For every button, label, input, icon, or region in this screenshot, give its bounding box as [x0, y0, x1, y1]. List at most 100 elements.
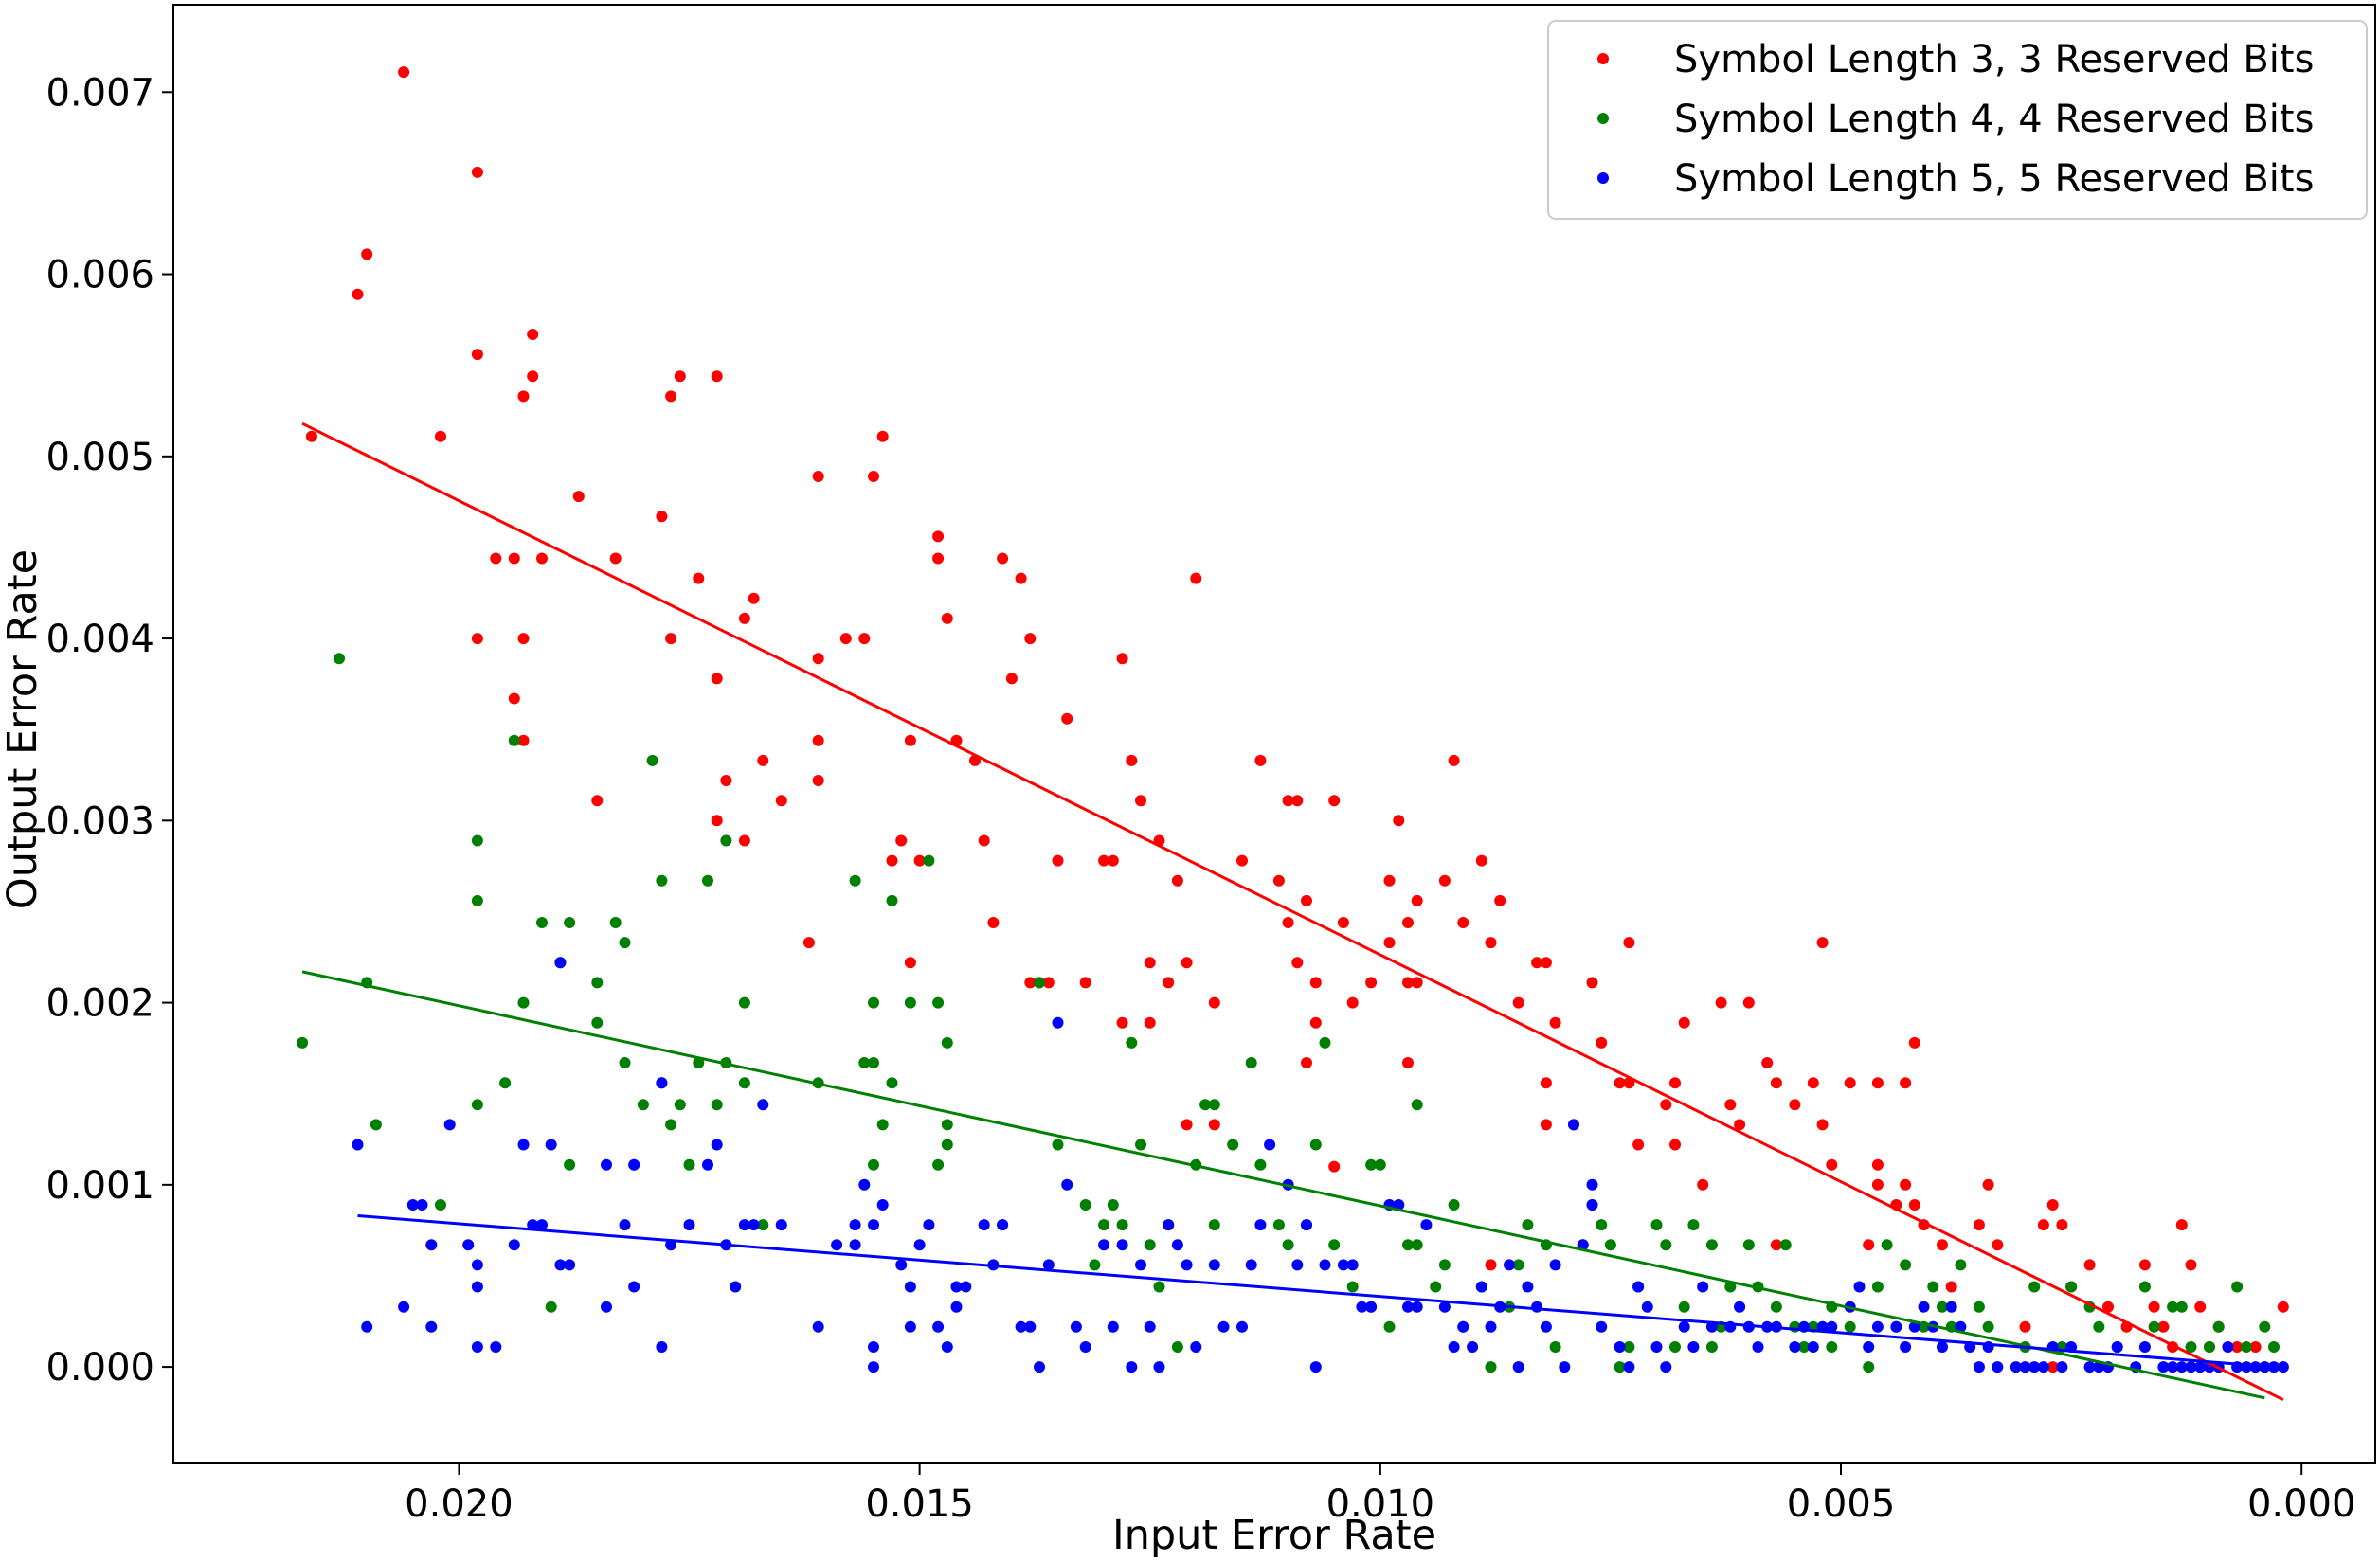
data-point-s1-104 — [1448, 754, 1460, 766]
data-point-s2-139 — [2028, 1281, 2041, 1293]
data-point-s1-122 — [1669, 1077, 1681, 1089]
y-axis-label: Output Error Rate — [0, 549, 46, 909]
data-point-s3-71 — [1116, 1239, 1128, 1251]
data-point-s1-13 — [527, 329, 539, 340]
data-point-s2-47 — [904, 996, 916, 1009]
data-point-s3-75 — [1153, 1361, 1165, 1373]
data-point-s3-121 — [1632, 1281, 1645, 1293]
data-point-s1-32 — [757, 754, 769, 766]
data-point-s1-111 — [1540, 957, 1552, 969]
data-point-s1-152 — [1992, 1239, 2004, 1251]
series-2 — [297, 653, 2280, 1373]
data-point-s2-117 — [1742, 1239, 1755, 1251]
data-point-s2-36 — [738, 1077, 750, 1089]
data-point-s2-1 — [297, 1036, 309, 1049]
data-point-s3-144 — [1890, 1320, 1902, 1333]
data-point-s1-170 — [2231, 1341, 2244, 1353]
data-point-s2-73 — [1245, 1057, 1257, 1068]
data-point-s3-54 — [941, 1341, 953, 1353]
data-point-s3-46 — [868, 1361, 879, 1373]
data-point-s3-81 — [1217, 1320, 1230, 1333]
data-point-s1-131 — [1770, 1077, 1782, 1089]
data-point-s2-154 — [2259, 1320, 2271, 1333]
data-point-s1-115 — [1586, 977, 1598, 989]
data-point-s2-76 — [1282, 1239, 1294, 1251]
data-point-s1-173 — [2277, 1301, 2289, 1313]
data-point-s1-28 — [748, 592, 760, 604]
data-point-s1-96 — [1383, 874, 1396, 887]
data-point-s3-14 — [508, 1239, 520, 1251]
data-point-s2-78 — [1309, 1139, 1322, 1151]
data-point-s3-32 — [711, 1139, 723, 1151]
data-point-s2-15 — [564, 1158, 576, 1171]
data-point-s2-105 — [1614, 1361, 1626, 1373]
data-point-s3-142 — [1863, 1341, 1875, 1353]
data-point-s3-135 — [1789, 1341, 1801, 1353]
data-point-s2-95 — [1485, 1361, 1497, 1373]
data-point-s1-141 — [1863, 1239, 1875, 1251]
data-point-s1-12 — [527, 370, 539, 383]
data-point-s1-17 — [517, 734, 530, 746]
data-point-s1-78 — [1181, 957, 1193, 969]
data-point-s1-103 — [1438, 874, 1451, 887]
data-point-s2-40 — [858, 1057, 871, 1068]
data-point-s3-74 — [1144, 1320, 1156, 1333]
data-point-s2-84 — [1374, 1158, 1386, 1171]
data-point-s2-74 — [1254, 1158, 1267, 1171]
data-point-s3-122 — [1641, 1301, 1653, 1313]
data-point-s1-49 — [932, 530, 945, 543]
data-point-s3-110 — [1531, 1301, 1543, 1313]
data-point-s2-109 — [1660, 1239, 1672, 1251]
data-point-s3-157 — [2019, 1361, 2031, 1373]
data-point-s2-25 — [656, 874, 668, 887]
data-point-s1-47 — [904, 957, 916, 969]
x-axis-label: Input Error Rate — [1112, 1512, 1436, 1559]
data-point-s1-167 — [2194, 1301, 2207, 1313]
data-point-s2-106 — [1623, 1341, 1635, 1353]
data-point-s3-104 — [1475, 1281, 1488, 1293]
data-point-s1-148 — [1937, 1239, 1948, 1251]
data-point-s3-36 — [748, 1219, 760, 1231]
data-point-s3-170 — [2167, 1361, 2179, 1373]
data-point-s2-28 — [674, 1099, 686, 1111]
data-point-s2-86 — [1383, 1320, 1396, 1333]
data-point-s3-31 — [702, 1158, 713, 1171]
data-point-s2-153 — [2240, 1341, 2252, 1353]
data-point-s3-83 — [1245, 1259, 1257, 1271]
data-point-s1-89 — [1309, 977, 1322, 989]
data-point-s1-163 — [2157, 1320, 2170, 1333]
data-point-s1-134 — [1816, 937, 1829, 949]
data-point-s3-125 — [1678, 1320, 1690, 1333]
data-point-s2-128 — [1881, 1239, 1893, 1251]
y-tick-label-3: 0.002 — [45, 982, 154, 1026]
data-point-s3-69 — [1098, 1239, 1110, 1251]
data-point-s1-135 — [1816, 1119, 1829, 1131]
data-point-s1-175 — [2046, 1361, 2059, 1373]
data-point-s1-137 — [1844, 1077, 1856, 1089]
data-point-s3-172 — [2185, 1361, 2197, 1373]
data-point-s1-37 — [812, 653, 824, 665]
data-point-s1-133 — [1807, 1077, 1819, 1089]
data-point-s1-87 — [1291, 957, 1304, 969]
data-point-s2-8 — [471, 1099, 483, 1111]
data-point-s2-58 — [1089, 1259, 1101, 1271]
data-point-s3-151 — [1955, 1320, 1967, 1333]
data-point-s3-15 — [517, 1139, 530, 1151]
series-3 — [352, 957, 2289, 1373]
trend-line-s3 — [357, 1214, 2275, 1369]
data-point-s1-20 — [609, 552, 622, 565]
data-point-s2-97 — [1512, 1259, 1524, 1271]
data-point-s3-16 — [527, 1219, 539, 1231]
data-point-s1-113 — [1540, 1077, 1552, 1089]
data-point-s3-52 — [923, 1219, 935, 1231]
data-point-s1-100 — [1383, 937, 1396, 949]
data-point-s2-143 — [2093, 1320, 2105, 1333]
data-point-s1-146 — [1908, 1199, 1920, 1211]
data-point-s1-127 — [1742, 996, 1755, 1009]
data-point-s3-141 — [1853, 1281, 1866, 1293]
data-point-s3-94 — [1365, 1301, 1378, 1313]
data-point-s3-8 — [443, 1119, 456, 1131]
data-point-s3-89 — [1309, 1361, 1322, 1373]
data-point-s3-150 — [1945, 1301, 1957, 1313]
